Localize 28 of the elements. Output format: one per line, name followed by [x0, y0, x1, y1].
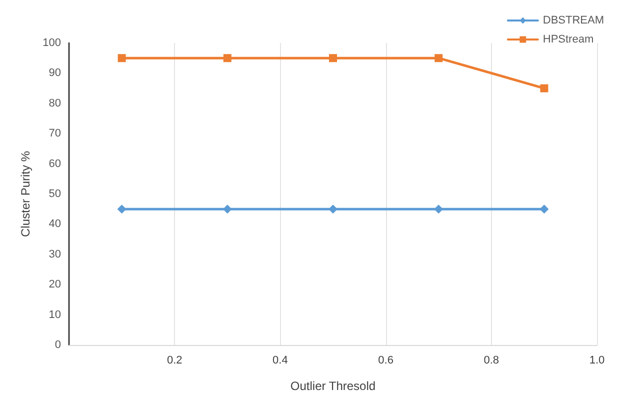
y-tick-label: 70 — [48, 128, 61, 140]
point — [223, 54, 232, 62]
y-tick-label: 80 — [48, 97, 61, 110]
y-tick-label: 60 — [48, 158, 61, 170]
x-tick-label: 0.6 — [378, 354, 394, 366]
y-axis-title: Cluster Purity % — [18, 150, 33, 238]
point — [329, 54, 337, 62]
point — [540, 204, 549, 214]
legend-label: DBSTREAM — [542, 14, 604, 26]
y-tick-label: 40 — [48, 218, 61, 230]
y-tick-label: 10 — [48, 308, 61, 321]
point — [434, 54, 443, 62]
legend-label: HPStream — [542, 34, 594, 46]
y-tick-label: 30 — [48, 248, 61, 260]
point — [540, 84, 548, 92]
x-tick-label: 0.2 — [166, 354, 182, 366]
point — [328, 204, 338, 214]
x-axis-title: Outlier Thresold — [290, 379, 376, 393]
y-tick-label: 100 — [42, 37, 61, 49]
point — [117, 204, 126, 214]
y-tick-label: 90 — [48, 67, 61, 80]
x-tick-label: 0.8 — [484, 354, 500, 366]
x-tick-label: 1.0 — [589, 354, 605, 366]
x-tick-label: 0.4 — [272, 354, 288, 366]
y-tick-label: 0 — [54, 339, 61, 351]
y-tick-label: 20 — [48, 278, 61, 291]
y-tick-label: 50 — [48, 188, 61, 200]
point — [118, 54, 126, 62]
